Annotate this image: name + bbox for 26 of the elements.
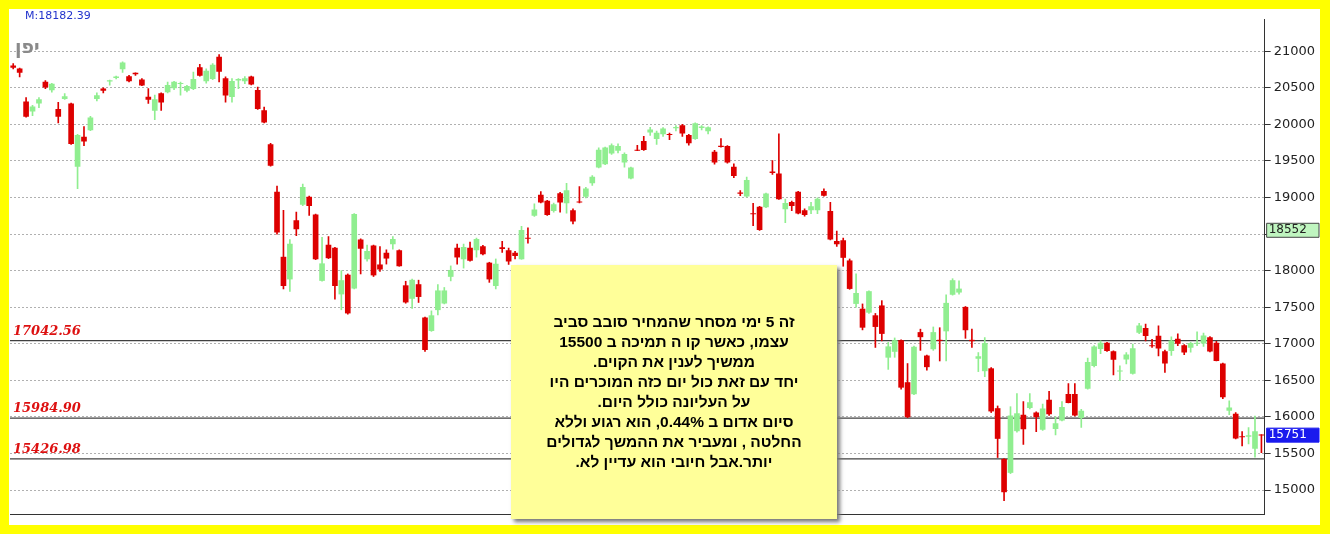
y-tick-label: 20500	[1273, 79, 1315, 95]
text: 18552	[1268, 222, 1307, 237]
annotation: M:18182.39	[25, 9, 91, 22]
ref-line-label: 15984.90	[13, 399, 81, 415]
candlestick	[499, 241, 506, 253]
y-tick-label: 18000	[1273, 262, 1315, 278]
y-tick-label: 15000	[1273, 481, 1315, 497]
ref-line-label: 17042.56	[13, 322, 81, 338]
y-tick-label: 21000	[1273, 42, 1315, 58]
candlestick	[634, 144, 641, 152]
candlestick	[1117, 365, 1123, 382]
text: 15751	[1268, 427, 1307, 442]
y-tick-label: 17000	[1273, 335, 1315, 351]
y-tick-label: 16500	[1273, 371, 1315, 387]
y-tick-label: 19000	[1273, 188, 1315, 204]
annotation: זה 5 ימי מסחר שהמחיר סובב סביב עצמו, כאשר קו ה תמיכה ב 15500 ממשיך לענין את הקוים. יחד עם זאת כול יום כזה המוכרים היו על העליונה כולל היום. סיום אדום ב 0.44%, הוא רגוע וללא החלטה , ומעביר את ההמשך לגדולים יותר.אבל חיובי הוא עדיין לא.	[546, 312, 802, 472]
ref-line-label: 15426.98	[13, 440, 81, 456]
candlestick	[936, 327, 943, 362]
text: יפן	[15, 35, 40, 57]
candlestick	[525, 227, 531, 244]
y-tick-label: 16000	[1273, 408, 1315, 424]
y-tick-label: 20000	[1273, 115, 1315, 131]
y-tick-label: 19500	[1273, 152, 1315, 168]
candlestick	[81, 126, 87, 146]
y-tick-label: 15500	[1273, 444, 1315, 460]
y-tick-label: 17500	[1273, 298, 1315, 314]
